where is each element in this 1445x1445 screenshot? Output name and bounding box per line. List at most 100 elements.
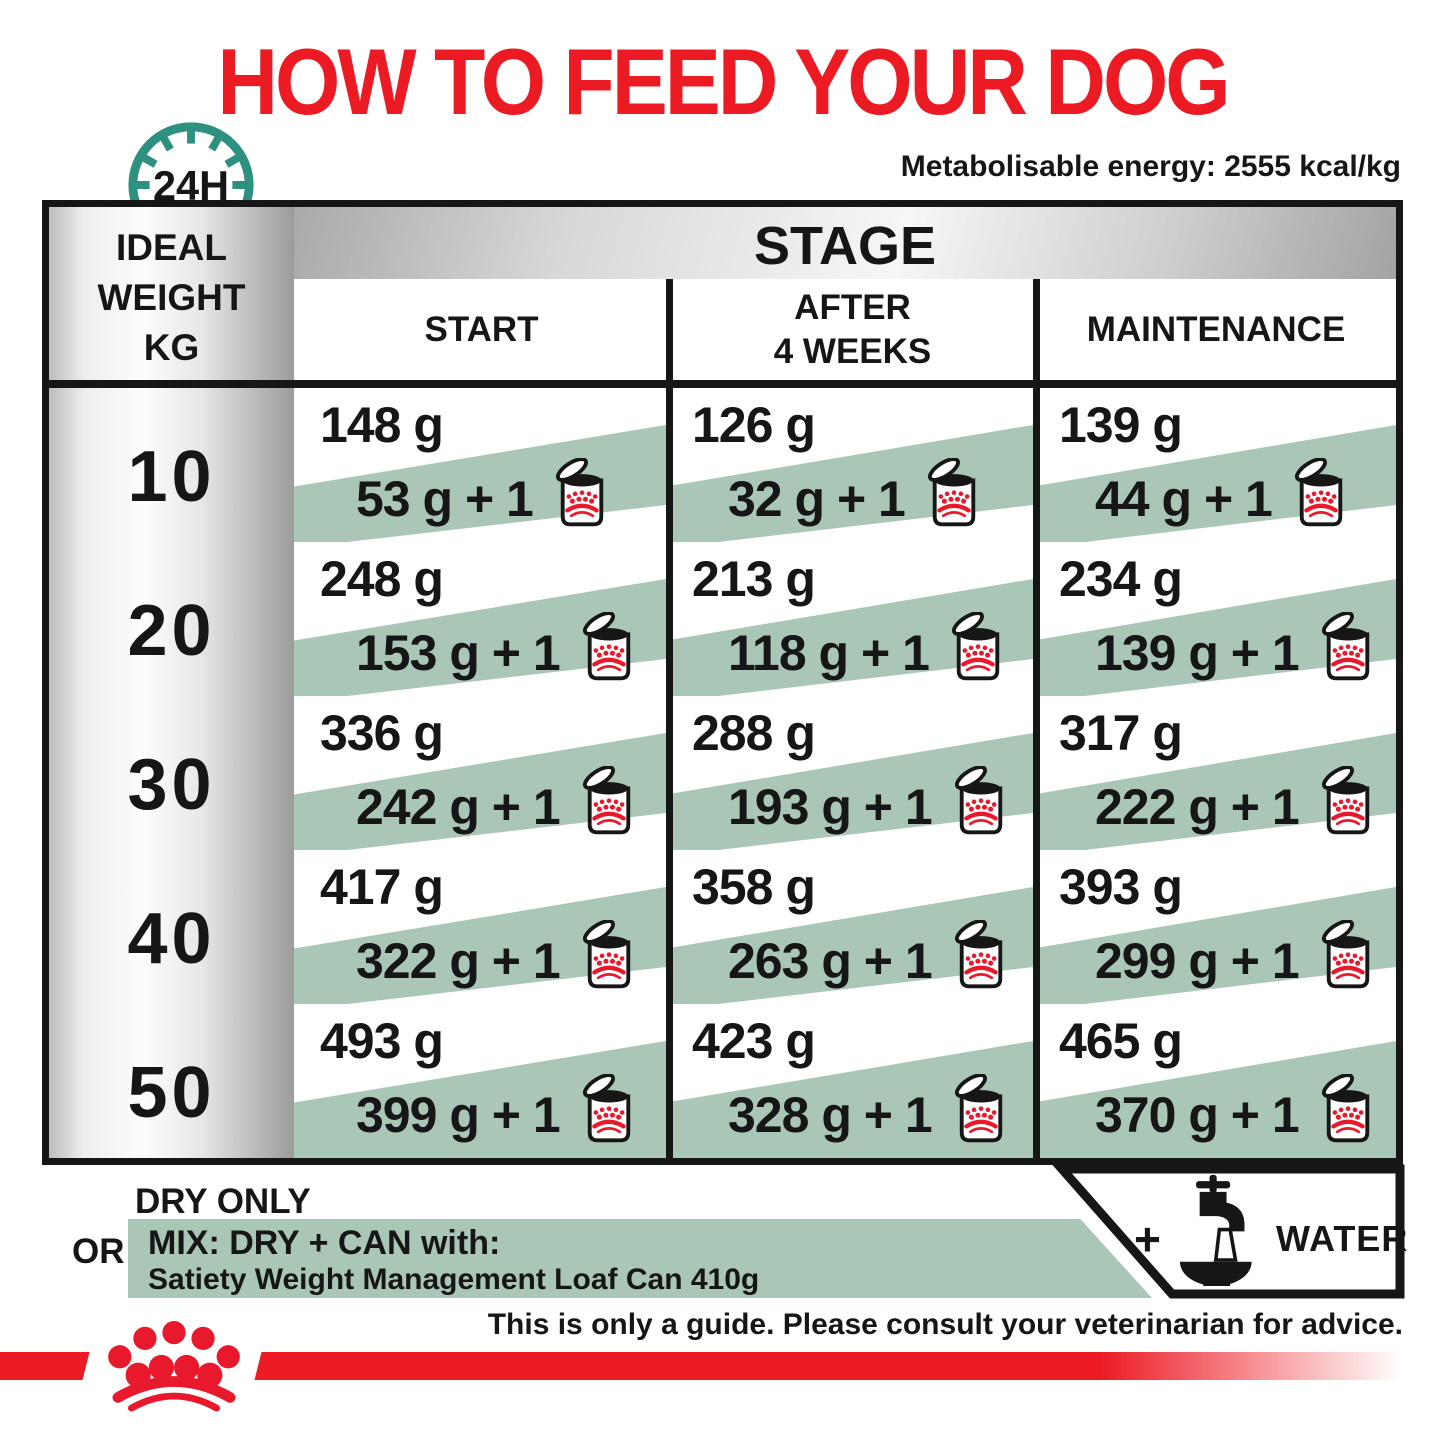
mix-row: 322 g + 1: [356, 918, 636, 1004]
can-icon: [951, 612, 1000, 681]
legend-mix-band: MIX: DRY + CAN with: Satiety Weight Mana…: [128, 1219, 1152, 1298]
mix-amount: 153 g + 1: [356, 625, 561, 681]
table-row: 30 336 g 242 g + 1: [49, 696, 1396, 850]
mix-row: 370 g + 1: [1095, 1072, 1375, 1158]
mix-row: 263 g + 1: [728, 918, 1008, 1004]
mix-amount: 242 g + 1: [356, 779, 561, 835]
mix-row: 242 g + 1: [356, 764, 636, 850]
table-row: 40 417 g 322 g + 1: [49, 850, 1396, 1004]
column-divider-1: [666, 279, 673, 1158]
feeding-cell-maintenance: 465 g 370 g + 1: [1033, 1004, 1396, 1158]
column-header-after-4-weeks: AFTER 4 WEEKS: [669, 279, 1036, 380]
mix-amount: 193 g + 1: [728, 779, 933, 835]
can-icon: [954, 1074, 1002, 1143]
legend-or: OR: [72, 1232, 125, 1271]
column-divider-2: [1033, 279, 1040, 1158]
dry-amount: 139 g: [1059, 397, 1183, 453]
mix-amount: 32 g + 1: [728, 471, 906, 527]
mix-amount: 118 g + 1: [728, 625, 930, 681]
dry-amount: 126 g: [692, 397, 816, 453]
weight-value: 30: [127, 745, 216, 825]
weight-value: 10: [127, 437, 216, 517]
header-divider-line: [49, 380, 1396, 388]
mix-row: 118 g + 1: [728, 610, 1005, 696]
mix-amount: 370 g + 1: [1095, 1087, 1300, 1143]
mix-row: 44 g + 1: [1095, 456, 1348, 542]
mix-amount: 399 g + 1: [356, 1087, 561, 1143]
table-row: 10 148 g 53 g + 1: [49, 388, 1396, 542]
mix-row: 32 g + 1: [728, 456, 981, 542]
royal-canin-crown-logo: [108, 1320, 240, 1412]
weight-column-header: IDEAL WEIGHT KG: [49, 223, 294, 373]
can-icon: [954, 766, 1002, 835]
can-icon: [1294, 458, 1343, 527]
feeding-cell-maintenance: 139 g 44 g + 1: [1033, 388, 1396, 542]
can-icon: [927, 458, 976, 527]
feeding-cell-after-4-weeks: 358 g 263 g + 1: [666, 850, 1033, 1004]
weight-header-line2: WEIGHT: [97, 277, 246, 318]
weight-header-line1: IDEAL: [116, 227, 227, 268]
feeding-cell-after-4-weeks: 288 g 193 g + 1: [666, 696, 1033, 850]
mix-row: 53 g + 1: [356, 456, 609, 542]
can-icon: [582, 1074, 630, 1143]
can-icon: [582, 920, 630, 989]
legend-dry-only: DRY ONLY: [135, 1182, 311, 1221]
stage-header-band: [294, 207, 1396, 279]
dry-amount: 358 g: [692, 859, 816, 915]
feeding-cell-after-4-weeks: 126 g 32 g + 1: [666, 388, 1033, 542]
faucet-water-icon: [1179, 1174, 1252, 1286]
table-row: 20 248 g 153 g + 1: [49, 542, 1396, 696]
table-row: 50 493 g 399 g + 1: [49, 1004, 1396, 1158]
feeding-cell-start: 248 g 153 g + 1: [294, 542, 666, 696]
can-icon: [1321, 766, 1369, 835]
dry-amount: 336 g: [320, 705, 444, 761]
weight-value: 20: [127, 591, 216, 671]
water-callout: + WATER: [1050, 1164, 1407, 1300]
mix-amount: 299 g + 1: [1095, 933, 1300, 989]
can-icon: [1321, 612, 1369, 681]
feeding-cell-start: 336 g 242 g + 1: [294, 696, 666, 850]
energy-note: Metabolisable energy: 2555 kcal/kg: [900, 150, 1401, 183]
feeding-cell-maintenance: 317 g 222 g + 1: [1033, 696, 1396, 850]
page-title: HOW TO FEED YOUR DOG: [217, 29, 1230, 135]
feeding-cell-start: 148 g 53 g + 1: [294, 388, 666, 542]
mix-row: 299 g + 1: [1095, 918, 1375, 1004]
table-body: 10 148 g 53 g + 1: [49, 388, 1396, 1158]
legend-mix-product: Satiety Weight Management Loaf Can 410g: [148, 1263, 760, 1296]
dry-amount: 248 g: [320, 551, 444, 607]
mix-amount: 44 g + 1: [1095, 471, 1273, 527]
mix-row: 153 g + 1: [356, 610, 636, 696]
weight-header-line3: KG: [143, 327, 200, 368]
feeding-cell-maintenance: 234 g 139 g + 1: [1033, 542, 1396, 696]
can-icon: [582, 612, 630, 681]
mix-row: 399 g + 1: [356, 1072, 636, 1158]
dry-amount: 288 g: [692, 705, 816, 761]
mix-amount: 263 g + 1: [728, 933, 933, 989]
feeding-cell-start: 417 g 322 g + 1: [294, 850, 666, 1004]
legend-mix-title: MIX: DRY + CAN with:: [148, 1224, 501, 1262]
feeding-cell-start: 493 g 399 g + 1: [294, 1004, 666, 1158]
mix-amount: 328 g + 1: [728, 1087, 933, 1143]
mix-amount: 322 g + 1: [356, 933, 561, 989]
dry-amount: 148 g: [320, 397, 444, 453]
can-icon: [582, 766, 630, 835]
dry-amount: 393 g: [1059, 859, 1183, 915]
disclaimer-text: This is only a guide. Please consult you…: [487, 1308, 1403, 1341]
stage-header: STAGE: [753, 216, 936, 276]
can-icon: [555, 458, 604, 527]
mix-row: 193 g + 1: [728, 764, 1008, 850]
mix-row: 222 g + 1: [1095, 764, 1375, 850]
after-line2: 4 WEEKS: [773, 331, 932, 371]
can-icon: [954, 920, 1002, 989]
weight-column-background: [49, 207, 294, 1158]
weight-value: 50: [127, 1053, 216, 1133]
column-header-maintenance: MAINTENANCE: [1086, 309, 1346, 349]
weight-value: 40: [127, 899, 216, 979]
mix-amount: 222 g + 1: [1095, 779, 1300, 835]
feeding-cell-maintenance: 393 g 299 g + 1: [1033, 850, 1396, 1004]
can-icon: [1321, 1074, 1369, 1143]
mix-amount: 53 g + 1: [356, 471, 534, 527]
dry-amount: 465 g: [1059, 1013, 1183, 1069]
feeding-cell-after-4-weeks: 213 g 118 g + 1: [666, 542, 1033, 696]
